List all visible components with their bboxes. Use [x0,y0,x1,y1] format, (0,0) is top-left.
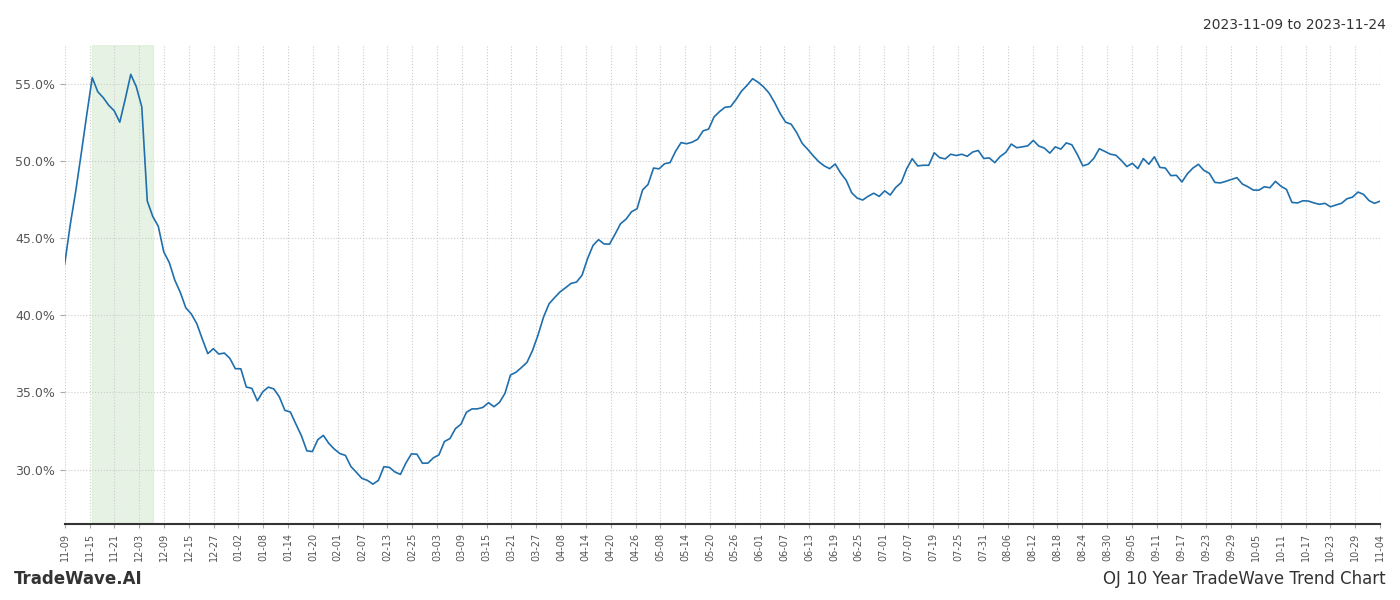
Text: 2023-11-09 to 2023-11-24: 2023-11-09 to 2023-11-24 [1203,18,1386,32]
Text: OJ 10 Year TradeWave Trend Chart: OJ 10 Year TradeWave Trend Chart [1103,570,1386,588]
Text: TradeWave.AI: TradeWave.AI [14,570,143,588]
Bar [92,45,153,524]
